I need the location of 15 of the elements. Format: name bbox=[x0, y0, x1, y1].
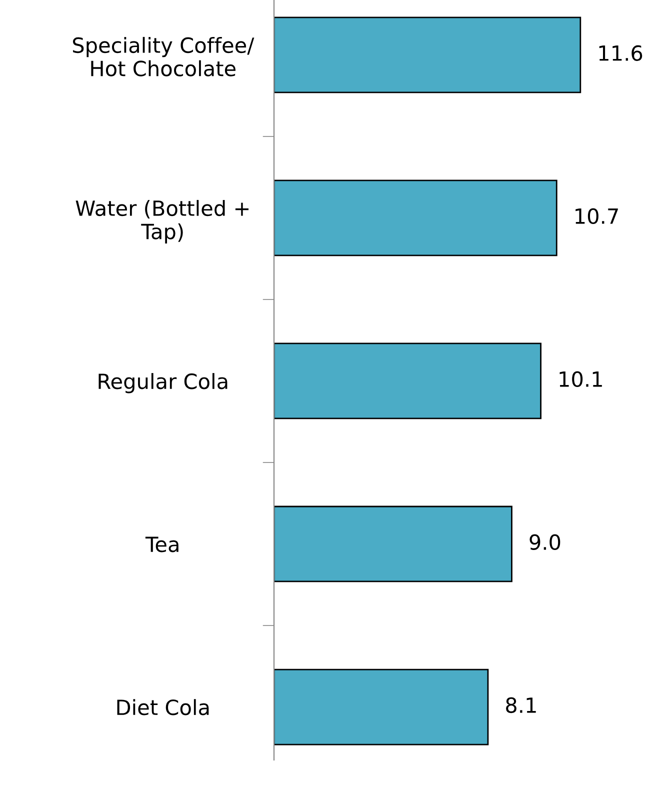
bar bbox=[274, 668, 489, 746]
bar bbox=[274, 506, 512, 582]
bar bbox=[274, 16, 582, 94]
bar bbox=[274, 342, 542, 420]
data-label: 8.1 bbox=[506, 697, 536, 714]
y-tick-label: Water (Bottled + Tap) bbox=[76, 200, 248, 244]
data-label: 10.7 bbox=[576, 208, 618, 224]
data-label: 11.6 bbox=[599, 45, 642, 61]
data-label: 10.1 bbox=[560, 371, 602, 388]
y-tick-label: Regular Cola bbox=[98, 373, 228, 394]
y-tick-label: Tea bbox=[145, 536, 178, 552]
bar bbox=[274, 180, 558, 256]
y-tick-label: Speciality Coffee/ Hot Chocolate bbox=[72, 36, 254, 76]
data-label: 9.0 bbox=[530, 534, 560, 550]
y-tick-label: Diet Cola bbox=[117, 699, 209, 716]
